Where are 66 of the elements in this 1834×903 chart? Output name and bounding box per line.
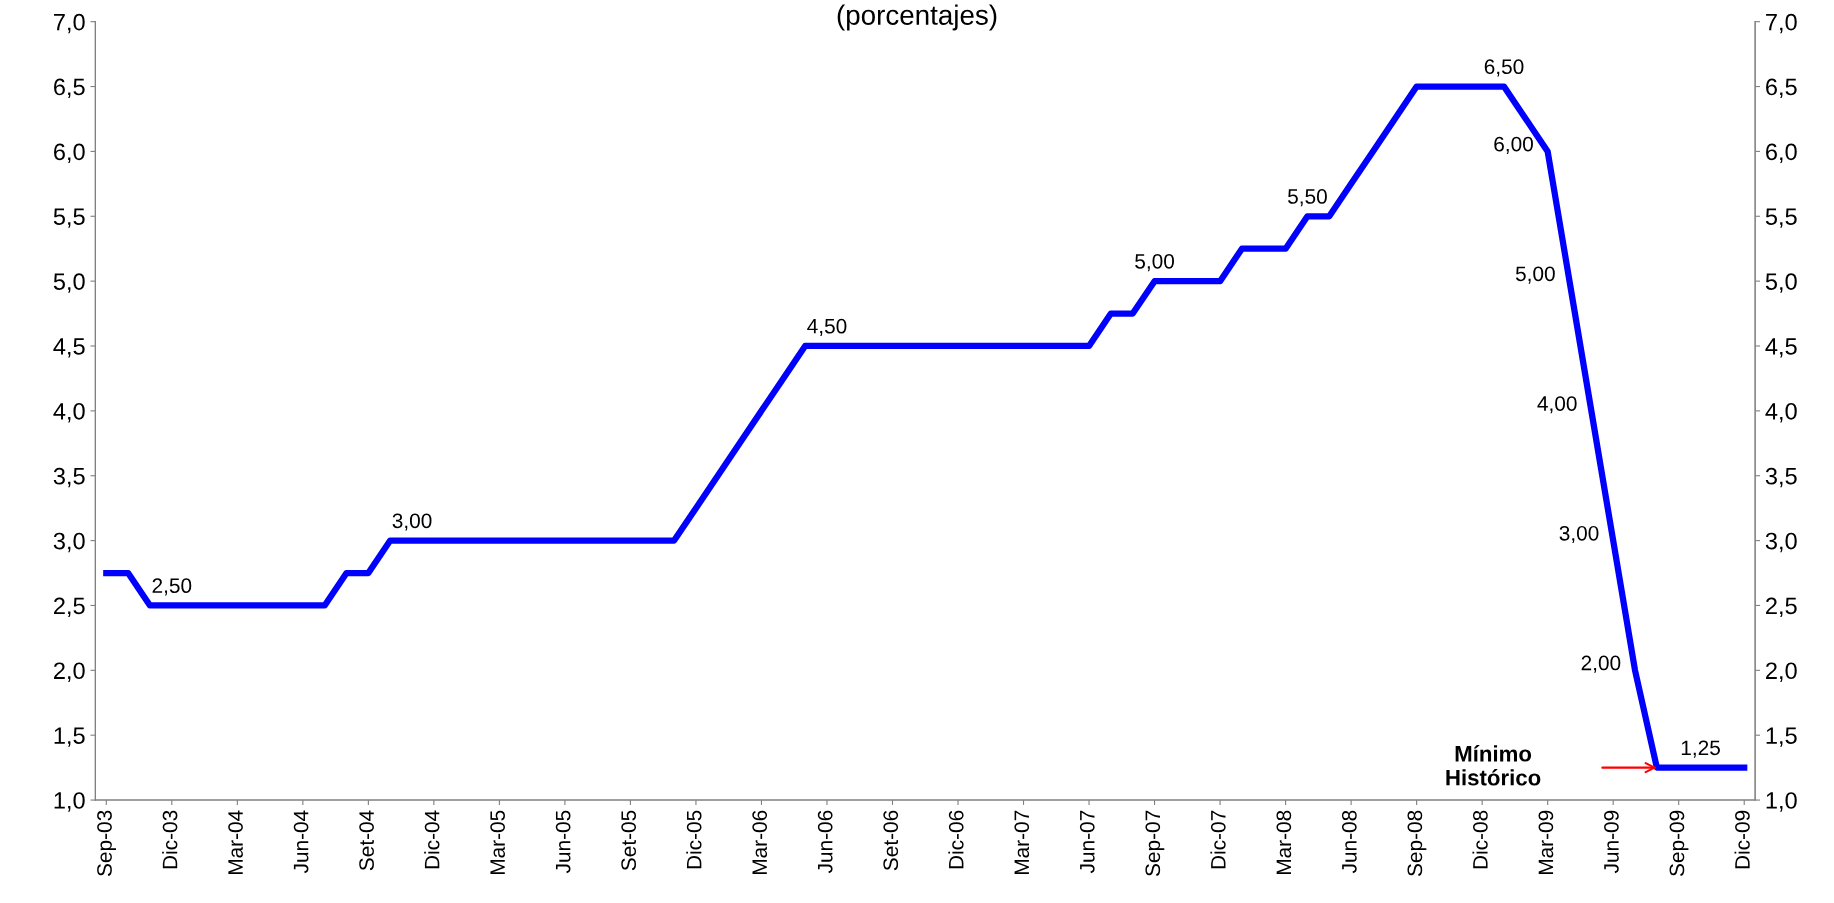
- data-label: 4,00: [1537, 396, 1577, 414]
- y2-tick-label: 4,0: [1765, 402, 1797, 423]
- data-label: 2,50: [152, 578, 192, 596]
- x-tick-label: Set-06: [883, 810, 899, 871]
- y2-tick-label: 5,0: [1765, 273, 1797, 293]
- x-tick-label: Mar-06: [752, 810, 768, 875]
- y-tick-label: 1,0: [54, 792, 85, 812]
- y-tick-label: 6,0: [54, 143, 85, 163]
- x-tick-label: Jun-04: [293, 810, 309, 874]
- y2-tick-label: 1,0: [1766, 792, 1797, 812]
- y2-tick-label: 4,5: [1765, 338, 1797, 358]
- x-tick-label: Sep-03: [97, 810, 116, 877]
- y-tick-label: 1,5: [54, 727, 85, 747]
- x-tick-label: Jun-07: [1079, 810, 1095, 874]
- y2-tick-label: 2,5: [1766, 597, 1797, 618]
- y2-tick-label: 3,5: [1765, 467, 1797, 488]
- data-label: 1,25: [1681, 740, 1720, 758]
- y-tick-label: 2,0: [54, 662, 85, 682]
- x-tick-label: Sep-07: [1145, 810, 1165, 877]
- annotation: Mínimo Histórico: [1446, 745, 1541, 786]
- y-tick-label: 5,5: [53, 208, 85, 228]
- x-tick-label: Mar-07: [1014, 810, 1030, 875]
- data-label: 4,50: [807, 318, 847, 337]
- x-tick-label: Jun-08: [1341, 810, 1357, 874]
- y-tick-label: 6,5: [54, 78, 85, 99]
- y2-tick-label: 1,5: [1766, 727, 1797, 747]
- y-tick-label: 2,5: [54, 597, 85, 618]
- x-tick-label: Mar-04: [228, 810, 243, 875]
- x-tick-label: Dic-05: [686, 810, 702, 869]
- chart-title: (porcentajes): [837, 4, 997, 31]
- y-tick-label: 5,0: [53, 273, 85, 293]
- data-label: 5,00: [1515, 266, 1555, 284]
- x-tick-label: Dic-06: [948, 810, 964, 869]
- data-label: 2,00: [1581, 655, 1621, 673]
- y-tick-label: 4,0: [53, 402, 85, 423]
- y2-tick-label: 7,0: [1766, 13, 1797, 34]
- x-tick-label: Set-05: [621, 810, 637, 871]
- x-tick-label: Dic-03: [162, 810, 178, 869]
- y-tick-label: 4,5: [53, 338, 85, 358]
- x-tick-label: Dic-04: [424, 810, 440, 869]
- x-tick-label: Sep-09: [1669, 810, 1689, 877]
- y-tick-label: 3,0: [53, 532, 85, 553]
- x-tick-label: Mar-09: [1538, 810, 1554, 875]
- x-tick-label: Jun-05: [555, 810, 571, 874]
- x-tick-label: Jun-09: [1604, 810, 1619, 874]
- x-tick-label: Dic-07: [1210, 810, 1226, 869]
- y2-tick-label: 5,5: [1765, 208, 1797, 228]
- y-tick-label: 3,5: [53, 467, 85, 488]
- data-label: 3,00: [392, 513, 432, 531]
- x-tick-label: Mar-05: [490, 810, 505, 875]
- x-tick-label: Dic-09: [1734, 810, 1750, 869]
- x-tick-label: Mar-08: [1276, 810, 1292, 875]
- x-tick-label: Sep-08: [1407, 810, 1427, 877]
- data-label: 6,00: [1494, 136, 1533, 154]
- data-label: 3,00: [1559, 525, 1599, 544]
- x-tick-label: Dic-08: [1472, 810, 1488, 869]
- data-label: 5,00: [1135, 253, 1175, 272]
- y-tick-label: 7,0: [54, 13, 85, 34]
- x-tick-label: Jun-06: [817, 810, 833, 874]
- y2-tick-label: 3,0: [1765, 532, 1797, 553]
- data-label: 5,50: [1288, 189, 1327, 207]
- y2-tick-label: 6,5: [1766, 78, 1797, 99]
- x-tick-label: Set-04: [359, 810, 374, 871]
- y2-tick-label: 6,0: [1766, 143, 1797, 163]
- data-label: 6,50: [1484, 59, 1524, 77]
- y2-tick-label: 2,0: [1766, 662, 1797, 682]
